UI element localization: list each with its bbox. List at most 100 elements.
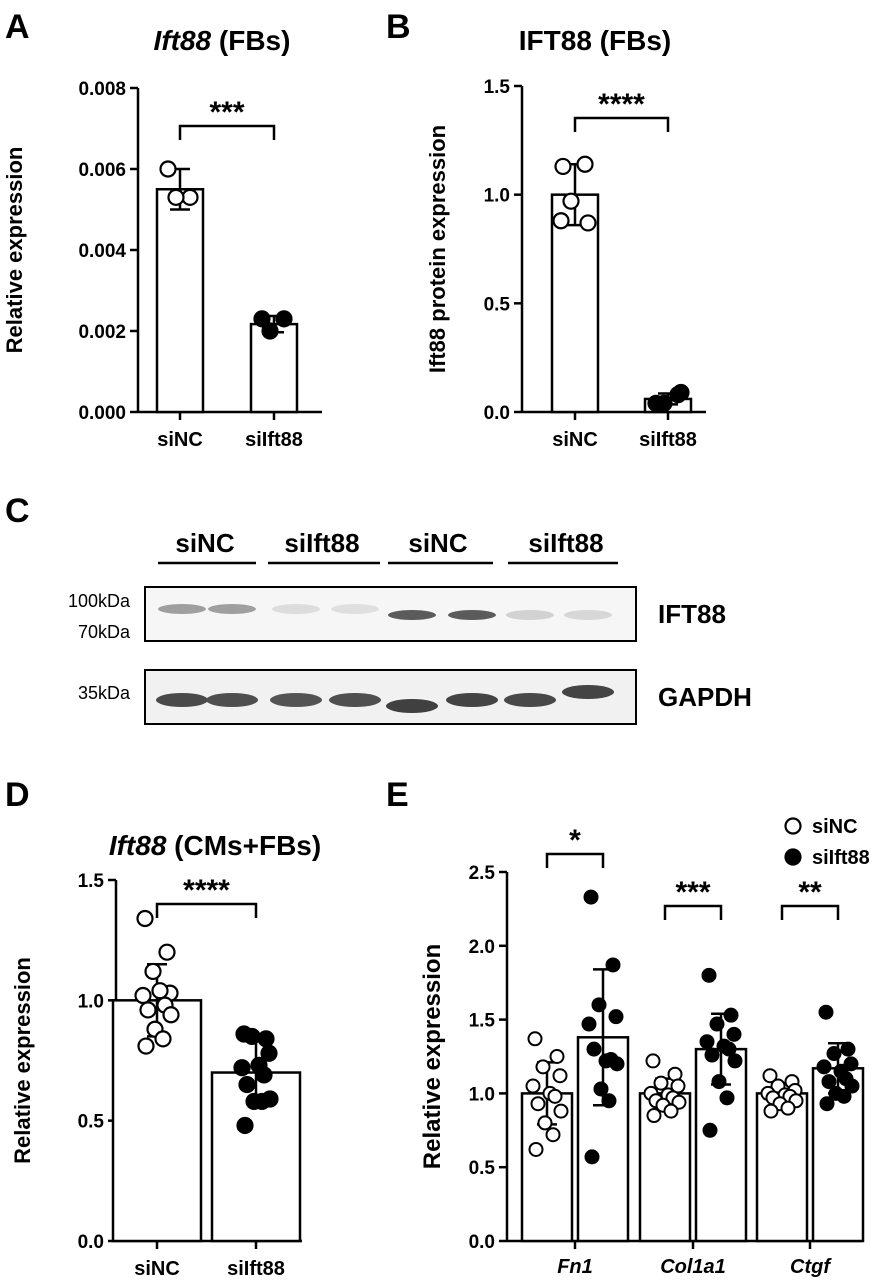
data-point [609,1056,625,1072]
data-point [545,1127,561,1143]
bar [249,322,299,414]
data-point [584,1149,600,1165]
data-point [601,1093,617,1109]
chart-title: IFT88 (FBs) [519,25,671,56]
data-point [154,1030,172,1048]
y-tick-label: 1.0 [469,1084,495,1105]
legend-marker [784,848,802,866]
data-point [151,982,169,1000]
y-tick-label: 0.5 [78,1112,105,1133]
gapdh-band [504,693,556,707]
y-tick-label: 2.0 [469,937,495,958]
western-blot: siNC siIft88 siNC siIft88 100kDa 70kDa 3… [68,528,752,725]
data-point [646,1108,662,1124]
blot-bands [156,604,614,713]
chart-title: Ift88 (CMs+FBs) [109,830,321,861]
data-point [527,1031,543,1047]
data-point [253,310,271,328]
significance-label: **** [598,88,645,121]
significance-bracket [178,124,276,140]
y-tick-label: 0.000 [78,403,126,424]
significance-label: ** [798,876,822,909]
ift88-band [564,610,612,620]
data-point [726,1026,742,1042]
data-point [275,310,293,328]
y-tick-label: 2.5 [469,863,496,884]
data-point [144,962,162,981]
blot-lane-label: siNC [408,528,467,558]
ift88-band [448,610,496,620]
blot-marker-35kda: 35kDa [78,683,131,703]
ift88-band [208,604,256,614]
data-point [167,188,185,206]
data-point [586,1041,602,1057]
chart-b-ift88-protein: IFT88 (FBs) Ift88 protein expression 0.0 0.… [425,25,706,451]
data-point [562,192,580,210]
data-point [549,1049,565,1064]
data-point [583,889,599,905]
ift88-band [388,610,436,620]
legend-label: siNC [812,816,858,838]
data-point [699,1034,715,1050]
gapdh-band [270,693,322,707]
gapdh-band [329,693,381,707]
data-point [723,1007,739,1023]
x-category-label: Ctgf [790,1256,832,1278]
x-category-label: siIft88 [639,429,697,451]
data-point [762,1068,778,1084]
data-point [655,394,673,412]
significance-bracket [663,904,723,920]
y-tick-label: 1.5 [484,77,511,98]
data-point [260,1044,278,1062]
gapdh-band [562,685,614,699]
data-point [591,997,607,1013]
ift88-band [331,604,379,614]
x-category-label: siNC [552,429,598,451]
y-tick-label: 0.006 [78,160,126,181]
data-point [236,1116,254,1135]
data-point [653,1075,669,1091]
x-category-label: Fn1 [557,1256,593,1278]
chart-title: Ift88 (FBs) [154,25,291,56]
legend: siNC siIft88 [784,816,870,869]
blot-lane-label: siIft88 [284,528,359,558]
data-point [605,957,621,973]
panel-label-a: A [5,8,30,46]
data-point [818,1004,834,1020]
panel-label-e: E [386,776,409,814]
data-point [233,1059,251,1077]
y-axis-label: Relative expression [2,147,27,354]
data-point [134,986,152,1005]
data-point [593,1081,609,1097]
y-tick-label: 0.002 [78,322,126,343]
legend-label: siIft88 [812,847,870,869]
data-point [826,1046,842,1062]
data-point [137,1037,155,1055]
x-category-label: Col1a1 [660,1256,726,1278]
data-point [238,1075,256,1094]
y-tick-label: 1.5 [78,871,105,892]
data-point [719,1090,735,1106]
data-point [763,1103,779,1119]
significance-bracket [573,116,670,132]
blot-lane-label: siNC [175,528,234,558]
blot-label-gapdh: GAPDH [658,682,752,712]
data-point [780,1100,796,1116]
x-category-label: siNC [157,429,203,451]
significance-label: * [569,824,581,857]
data-point [821,1074,837,1090]
data-point [645,1053,661,1069]
data-point [136,909,154,928]
data-point [255,1066,273,1084]
data-point [704,1047,720,1063]
data-point [702,1122,718,1138]
blot-lane-label: siIft88 [528,528,603,558]
data-point [709,1016,725,1032]
y-tick-label: 0.5 [484,294,511,315]
data-point [525,1078,541,1094]
significance-label: *** [209,96,244,129]
chart-e-fibrosis-markers: Relative expression 0.0 0.5 1.0 1.5 2.0 2.5 Fn1… [419,816,870,1278]
panel-label-d: D [5,776,30,814]
y-tick-label: 1.0 [484,186,510,207]
